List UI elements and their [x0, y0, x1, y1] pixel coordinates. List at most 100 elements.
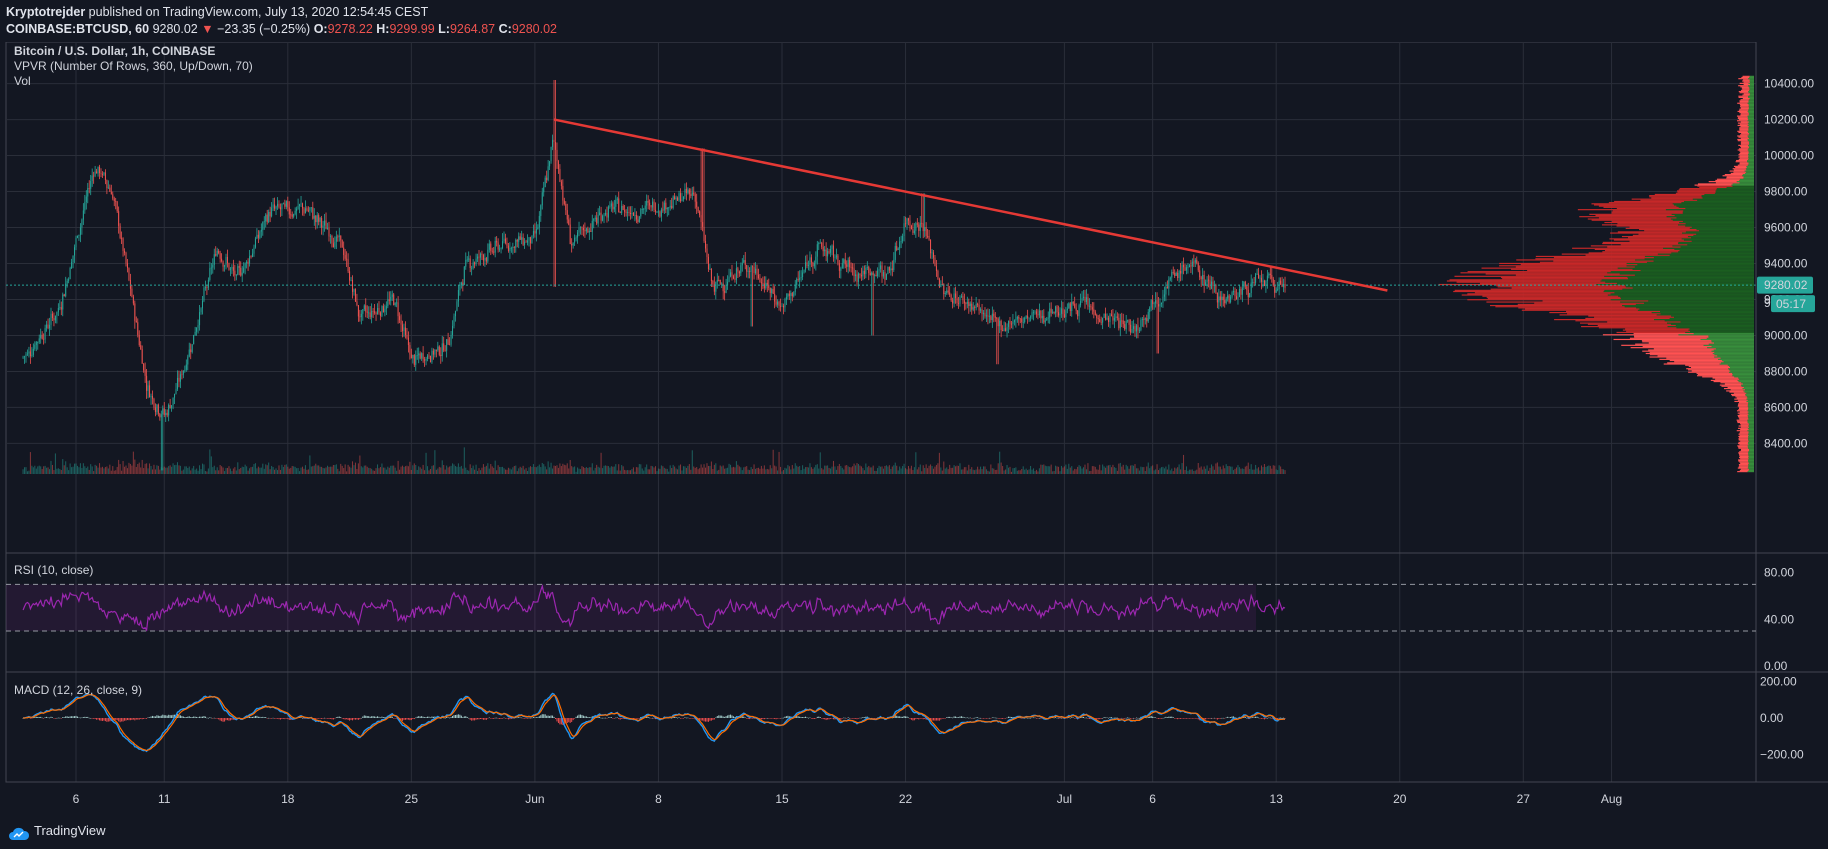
vpvr-row-down: [1731, 395, 1746, 397]
macd-hist-bar: [454, 714, 456, 718]
vpvr-row-up: [1716, 188, 1754, 190]
vpvr-legend[interactable]: VPVR (Number Of Rows, 360, Up/Down, 70): [14, 59, 253, 73]
vpvr-row-down: [1610, 232, 1683, 234]
volume-bar: [1007, 467, 1010, 474]
vpvr-row-up: [1728, 368, 1754, 370]
candle-body: [557, 161, 559, 170]
macd-hist-bar: [352, 718, 354, 721]
vpvr-row-up: [1682, 220, 1754, 222]
volume-bar: [197, 470, 199, 474]
main-legend-title[interactable]: Bitcoin / U.S. Dollar, 1h, COINBASE: [14, 44, 215, 58]
volume-bar: [1137, 468, 1139, 474]
vpvr-row-up: [1670, 323, 1754, 325]
candle-body: [221, 258, 223, 262]
vpvr-row-down: [1740, 147, 1750, 149]
candle-body: [304, 208, 306, 214]
vpvr-row-up: [1746, 171, 1754, 173]
macd-hist-bar: [381, 716, 383, 718]
volume-bar: [903, 463, 905, 474]
macd-hist-bar: [1081, 716, 1083, 718]
macd-hist-bar: [75, 715, 77, 718]
vpvr-row-up: [1654, 319, 1754, 321]
vpvr-row-down: [1739, 437, 1749, 439]
macd-legend[interactable]: MACD (12, 26, close, 9): [14, 683, 142, 697]
close-label: C:: [498, 22, 512, 36]
volume-bar: [1224, 468, 1226, 474]
macd-hist-bar: [1230, 717, 1232, 718]
volume-bar: [203, 464, 205, 474]
volume-bar: [1166, 469, 1168, 474]
candle-body: [571, 243, 573, 246]
candlestick-series[interactable]: [22, 79, 1286, 471]
macd-hist-bar: [1231, 716, 1233, 718]
volume-bar: [372, 470, 374, 474]
macd-hist-bar: [722, 716, 724, 718]
volume-bar: [166, 467, 168, 474]
time-axis[interactable]: 6 11 18 25 Jun 8 15 22 Jul 6 13 20 27 Aug: [73, 792, 1623, 806]
volume-bar: [744, 466, 746, 474]
candle-body: [538, 215, 540, 228]
volume-bar: [1049, 466, 1051, 474]
vpvr-row-up: [1749, 88, 1754, 90]
macd-hist-bar: [1160, 718, 1162, 719]
candle-body: [1113, 317, 1115, 321]
tradingview-brand[interactable]: TradingView: [34, 823, 106, 838]
candle-body: [1027, 315, 1029, 319]
candle-body: [1084, 296, 1086, 303]
volume-bar: [119, 464, 121, 474]
candle-body: [1196, 259, 1198, 264]
price-axis[interactable]: 8400.008600.008800.009000.009200.009400.…: [1764, 77, 1814, 451]
volume-bar: [1035, 469, 1037, 474]
macd-hist-bar: [319, 718, 321, 719]
vpvr-row-down: [1733, 165, 1747, 167]
volume-bar: [907, 465, 910, 474]
vpvr-row-up: [1730, 366, 1754, 369]
candle-body: [584, 230, 586, 232]
macd-hist-bar: [843, 717, 845, 719]
author-name[interactable]: Kryptotrejder: [6, 5, 86, 19]
chart-canvas[interactable]: 8400.008600.008800.009000.009200.009400.…: [0, 42, 1828, 820]
vpvr-row-down: [1738, 131, 1749, 134]
candle-body: [535, 229, 537, 234]
vpvr-row-up: [1632, 268, 1754, 270]
candle-body: [427, 355, 429, 360]
trendline[interactable]: [554, 118, 1388, 292]
vpvr-row-down: [1460, 272, 1608, 274]
macd-hist-bar: [96, 718, 98, 720]
candle-body: [1063, 314, 1065, 318]
volume-bar: [318, 465, 320, 474]
candle-body: [541, 192, 543, 206]
volume-bar: [730, 464, 732, 474]
volume-bar: [371, 468, 373, 474]
vol-legend[interactable]: Vol: [14, 74, 31, 88]
candle-body: [1275, 289, 1277, 293]
volume-bar: [1213, 469, 1215, 474]
macd-hist-bar: [1172, 717, 1174, 718]
volume-bar: [1083, 467, 1085, 474]
time-tick-label: 15: [775, 792, 789, 806]
macd-hist-bar: [774, 718, 776, 719]
volume-bar: [855, 465, 857, 474]
candle-body: [790, 293, 792, 296]
vpvr-row-down: [1667, 362, 1722, 364]
candle-body: [409, 345, 411, 355]
volume-bar: [213, 465, 215, 474]
rsi-legend[interactable]: RSI (10, close): [14, 563, 93, 577]
candle-body: [228, 263, 230, 270]
candle-body: [972, 307, 974, 310]
candle-body: [193, 334, 195, 345]
vpvr-row-down: [1611, 211, 1683, 213]
macd-hist-bar: [125, 718, 127, 721]
macd-pane[interactable]: [22, 692, 1286, 753]
vpvr-row-down: [1738, 447, 1749, 449]
volume-bar: [899, 466, 901, 474]
vpvr-row-up: [1747, 427, 1754, 429]
macd-hist-bar: [506, 718, 508, 719]
macd-hist-bar: [649, 717, 651, 719]
macd-hist-bar: [540, 715, 542, 718]
vpvr-row-up: [1746, 169, 1754, 171]
vpvr-row-up: [1671, 315, 1754, 317]
rsi-pane[interactable]: [6, 583, 1756, 632]
